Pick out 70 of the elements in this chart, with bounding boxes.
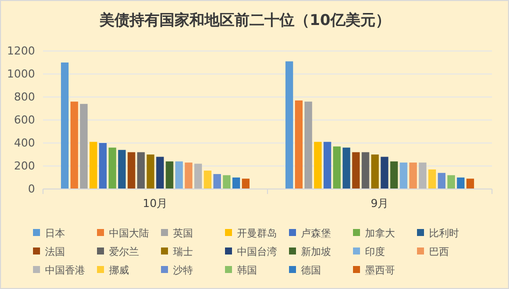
legend-label: 巴西 [429, 247, 449, 258]
bar [466, 178, 474, 189]
bar [204, 170, 212, 189]
legend-label: 中国台湾 [237, 246, 277, 258]
bar [175, 161, 183, 189]
y-tick-label: 800 [14, 90, 35, 104]
bar [222, 175, 230, 189]
legend-label: 印度 [365, 246, 385, 258]
chart-title: 美债持有国家和地区前二十位（10亿美元） [98, 11, 390, 29]
legend-label: 法国 [45, 246, 65, 258]
bar [447, 175, 455, 189]
legend-label: 韩国 [237, 264, 257, 276]
bar [156, 156, 164, 189]
bar [456, 178, 465, 189]
legend-label: 加拿大 [365, 228, 395, 240]
bar [99, 143, 107, 189]
bar [428, 169, 436, 189]
bar [304, 102, 312, 189]
bar [242, 178, 250, 189]
bar [333, 146, 341, 189]
legend-label: 日本 [45, 228, 65, 240]
bar [166, 161, 174, 189]
bar [314, 142, 322, 189]
legend-label: 挪威 [109, 264, 129, 276]
y-tick-label: 600 [14, 114, 35, 127]
bar [60, 62, 69, 189]
bar [352, 152, 360, 189]
legend-label: 墨西哥 [365, 266, 395, 276]
y-tick-label: 400 [14, 136, 35, 150]
legend-label: 新加坡 [301, 246, 331, 258]
legend-label: 开曼群岛 [237, 228, 277, 240]
bar [80, 104, 88, 189]
bar [380, 156, 388, 189]
legend-label: 比利时 [429, 228, 459, 240]
y-tick-label: 200 [14, 160, 35, 173]
legend-label: 爱尔兰 [109, 246, 139, 258]
bar [128, 152, 136, 189]
x-tick-label: 10月 [142, 196, 168, 210]
bar [362, 152, 370, 189]
legend-label: 沙特 [173, 264, 193, 276]
legend-label: 中国大陆 [109, 228, 149, 240]
y-tick-label: 1200 [7, 44, 35, 58]
legend-label: 中国香港 [45, 264, 85, 276]
bar [324, 142, 332, 189]
bar [118, 150, 126, 189]
x-tick-label: 9月 [370, 196, 389, 210]
bar [294, 100, 303, 189]
bar [232, 178, 240, 189]
bar [342, 148, 350, 189]
bar [390, 161, 398, 189]
bar [409, 162, 417, 189]
bar [438, 172, 446, 189]
bar [194, 164, 202, 189]
legend-label: 瑞士 [173, 246, 193, 258]
bar [108, 148, 116, 189]
legend-label: 卢森堡 [301, 228, 331, 240]
bar [146, 154, 154, 189]
bar [285, 61, 294, 189]
y-tick-label: 0 [28, 182, 35, 196]
legend-label: 英国 [173, 228, 193, 240]
y-tick-label: 1000 [7, 68, 35, 81]
bar [213, 174, 221, 189]
bar [400, 162, 408, 189]
bar [418, 162, 426, 189]
bar [90, 142, 98, 189]
legend-label: 德国 [301, 266, 321, 276]
bar [137, 152, 145, 189]
bar [371, 154, 379, 189]
bar [184, 162, 192, 189]
bar [70, 102, 78, 189]
